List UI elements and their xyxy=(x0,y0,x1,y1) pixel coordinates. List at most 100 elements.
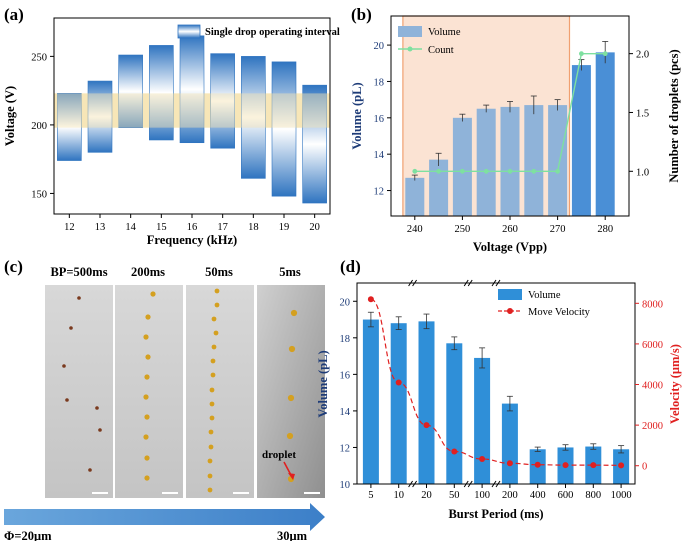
c-drop-2-5 xyxy=(144,374,150,380)
d-break-5-0a xyxy=(491,279,497,287)
a-bar-19 xyxy=(271,61,297,197)
c-drop-2-6 xyxy=(143,394,149,400)
a-xtick-label-18: 18 xyxy=(248,222,259,233)
d-break-2-1b xyxy=(412,480,418,488)
d-velocity-path xyxy=(370,298,622,466)
a-xlabel: Frequency (kHz) xyxy=(147,233,237,247)
c-drop-1-5 xyxy=(95,406,99,410)
c-droplets xyxy=(62,288,298,493)
c-drop-4-4 xyxy=(286,432,294,440)
a-xtick-label-12: 12 xyxy=(64,222,75,233)
d-break-5-1b xyxy=(495,480,501,488)
b-bar-275 xyxy=(571,65,591,216)
d-ytick-label-10: 10 xyxy=(340,480,351,491)
b-bar-240 xyxy=(405,177,425,216)
b-count-point-255 xyxy=(483,168,489,174)
b-bar-265 xyxy=(524,105,544,216)
b-legend-count-marker xyxy=(407,46,413,52)
c-drop-2-9 xyxy=(144,455,150,461)
c-drop-1-7 xyxy=(88,468,92,472)
b-xtick-label-270: 270 xyxy=(550,224,566,235)
b-count-point-280 xyxy=(602,51,608,57)
c-drop-3-9 xyxy=(209,401,215,407)
c-drop-3-13 xyxy=(207,458,213,464)
b-legend-count: Count xyxy=(428,45,454,56)
a-xtick-label-17: 17 xyxy=(217,222,228,233)
b-xtick-label-280: 280 xyxy=(597,224,613,235)
c-drop-2-10 xyxy=(144,475,150,481)
d-legend-volume-swatch xyxy=(498,289,522,300)
b-xtick-label-250: 250 xyxy=(455,224,471,235)
d-velocity-point-1000 xyxy=(618,462,625,469)
d-xtick-label-1000: 1000 xyxy=(611,490,632,501)
b-xtick-label-260: 260 xyxy=(502,224,518,235)
c-label-200: 200ms xyxy=(131,265,165,279)
d-xtick-label-50: 50 xyxy=(449,490,460,501)
panel-a-label: (a) xyxy=(4,5,24,24)
c-label-bp500: BP=500ms xyxy=(50,265,107,279)
c-drop-3-1 xyxy=(214,288,220,294)
d-bar-50 xyxy=(446,343,463,484)
d-break-5-0b xyxy=(495,279,501,287)
c-drop-3-14 xyxy=(207,473,213,479)
d-velocity-point-10 xyxy=(395,379,402,386)
b-ytick-label-16: 16 xyxy=(374,114,385,125)
d-xtick-label-600: 600 xyxy=(558,490,574,501)
c-photo-4 xyxy=(257,285,325,498)
a-bar-20 xyxy=(302,84,327,204)
b-ytick-label-12: 12 xyxy=(374,187,385,198)
d-velocity-point-20 xyxy=(423,422,430,429)
b-ytick-label-14: 14 xyxy=(374,150,385,161)
c-drop-2-4 xyxy=(145,354,151,360)
b-bar-245 xyxy=(429,159,449,216)
c-drop-3-12 xyxy=(208,444,214,450)
d-velocity-line xyxy=(367,296,625,469)
c-drop-4-1 xyxy=(290,309,298,317)
d-legend: Volume Move Velocity xyxy=(498,289,591,318)
d-break-5-1a xyxy=(491,480,497,488)
a-bar-16 xyxy=(179,35,205,144)
a-xtick-label-16: 16 xyxy=(187,222,198,233)
a-legend: Single drop operating interval xyxy=(177,24,340,39)
c-drop-3-11 xyxy=(208,429,214,435)
d-velocity-point-50 xyxy=(451,448,458,455)
b-legend-volume: Volume xyxy=(428,27,461,38)
d-velocity-point-400 xyxy=(534,461,541,468)
a-band-overlay xyxy=(54,93,330,128)
d-break-2-1a xyxy=(408,480,414,488)
d-bars xyxy=(362,311,630,484)
a-xtick-label-14: 14 xyxy=(125,222,136,233)
d-xtick-label-200: 200 xyxy=(502,490,518,501)
d-plot-frame xyxy=(356,282,636,485)
d-y2tick-label-4000: 4000 xyxy=(642,381,663,392)
b-count-point-265 xyxy=(531,168,537,174)
c-drop-1-1 xyxy=(77,296,81,300)
c-drop-3-8 xyxy=(209,387,215,393)
b-bar-270 xyxy=(548,105,568,216)
c-label-5: 5ms xyxy=(279,265,301,279)
b-bar-255 xyxy=(476,108,496,216)
d-y2tick-label-8000: 8000 xyxy=(642,299,663,310)
c-drop-1-3 xyxy=(62,364,66,368)
c-droplet-label: droplet xyxy=(262,449,296,461)
a-axes: 150 200 250 12 13 14 15 16 17 18 19 20 xyxy=(31,52,320,233)
c-drop-2-2 xyxy=(145,314,151,320)
d-break-4-1a xyxy=(463,480,469,488)
a-bar-14 xyxy=(118,54,143,128)
b-count-point-270 xyxy=(555,168,560,174)
c-drop-1-2 xyxy=(69,326,73,330)
b-y2tick-label-1.0: 1.0 xyxy=(636,167,649,178)
a-bar-12 xyxy=(57,93,82,161)
c-phi-end: 30μm xyxy=(277,529,308,541)
b-xtick-label-240: 240 xyxy=(407,224,423,235)
c-drop-2-7 xyxy=(144,414,150,420)
d-xtick-label-400: 400 xyxy=(530,490,546,501)
c-drop-2-3 xyxy=(143,334,149,340)
panel-c: (c) BP=500ms 200ms 50ms 5ms droplet Φ=20… xyxy=(4,257,325,541)
d-velocity-point-100 xyxy=(479,456,486,463)
d-xtick-label-10: 10 xyxy=(393,490,404,501)
c-phi-start: Φ=20μm xyxy=(4,529,52,541)
d-y2tick-label-6000: 6000 xyxy=(642,340,663,351)
